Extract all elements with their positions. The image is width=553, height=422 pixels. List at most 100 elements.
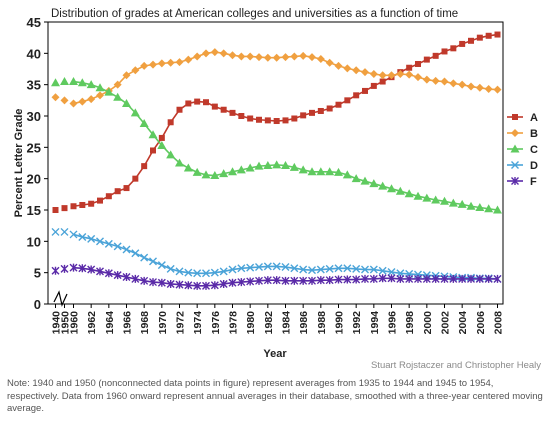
data-point-A	[485, 32, 492, 39]
data-point-A	[468, 37, 474, 44]
data-point-B	[113, 80, 122, 89]
y-tick-label: 45	[27, 15, 41, 30]
data-point-B	[440, 77, 449, 86]
data-point-A	[132, 175, 139, 182]
x-tick-label: 2006	[475, 311, 487, 335]
data-point-C	[263, 161, 273, 170]
y-tick-label: 40	[27, 46, 41, 61]
data-point-B	[396, 70, 405, 79]
series-D	[51, 227, 502, 283]
data-point-B	[369, 70, 378, 79]
data-point-C	[369, 179, 379, 188]
data-point-D	[131, 249, 140, 258]
y-tick-label: 10	[27, 234, 41, 249]
data-point-A	[229, 109, 236, 116]
x-tick-label: 1984	[281, 311, 293, 335]
data-point-A	[79, 201, 86, 208]
series-layer	[51, 31, 502, 290]
data-point-C	[183, 163, 193, 172]
data-point-A	[105, 193, 112, 200]
data-point-F	[60, 264, 69, 273]
data-point-F	[387, 274, 396, 283]
y-tick-label: 30	[27, 109, 41, 124]
data-point-F	[422, 274, 431, 283]
data-point-C	[466, 201, 476, 210]
data-point-C	[219, 169, 229, 178]
y-tick-label: 15	[27, 203, 41, 218]
data-point-B	[361, 68, 369, 77]
data-point-D	[369, 265, 378, 274]
x-tick-label: 1972	[175, 311, 187, 335]
data-point-A	[309, 109, 315, 116]
data-point-C	[457, 199, 467, 208]
data-point-F	[316, 276, 325, 285]
x-tick-label: 1950	[60, 311, 72, 335]
data-point-A	[450, 45, 457, 52]
data-point-F	[228, 278, 237, 287]
data-point-A	[353, 92, 360, 99]
data-point-C	[95, 83, 105, 92]
data-point-D	[193, 269, 202, 278]
data-point-A	[211, 103, 218, 110]
data-point-C	[175, 158, 184, 167]
data-point-C	[342, 170, 352, 179]
data-point-D	[308, 266, 316, 275]
data-point-A	[300, 112, 307, 119]
data-point-D	[237, 264, 246, 273]
data-point-F	[263, 276, 272, 285]
data-point-B	[246, 52, 255, 61]
data-point-C	[387, 184, 396, 193]
data-point-F	[255, 276, 263, 285]
data-point-D	[325, 264, 334, 273]
data-point-F	[113, 271, 122, 280]
data-point-C	[307, 167, 317, 176]
data-point-B	[166, 58, 175, 67]
data-point-A	[158, 134, 165, 141]
data-point-F	[334, 275, 343, 284]
data-point-B	[78, 97, 87, 106]
data-point-F	[149, 278, 157, 287]
data-point-D	[149, 257, 157, 266]
legend-marker-F	[511, 177, 519, 185]
data-point-B	[255, 53, 263, 62]
x-tick-label: 1970	[157, 311, 169, 335]
data-point-C	[236, 165, 246, 174]
data-point-B	[184, 55, 193, 64]
data-point-D	[60, 227, 69, 236]
data-point-F	[184, 281, 193, 290]
y-axis-label: Percent Letter Grade	[13, 109, 25, 218]
data-point-B	[237, 52, 246, 61]
legend-marker-C	[510, 144, 520, 153]
data-point-F	[290, 276, 299, 285]
data-point-B	[157, 59, 166, 68]
legend-marker-D	[511, 161, 519, 169]
data-point-A	[273, 118, 280, 125]
data-point-A	[264, 117, 271, 124]
data-point-D	[343, 264, 352, 273]
data-point-B	[69, 99, 78, 108]
x-axis-label: Year	[263, 348, 287, 360]
data-point-A	[52, 207, 59, 213]
data-point-B	[202, 49, 210, 58]
data-point-C	[360, 176, 370, 185]
data-point-A	[344, 97, 351, 104]
data-point-D	[175, 267, 184, 276]
y-tick-label: 20	[27, 172, 41, 187]
x-tick-label: 1968	[139, 311, 151, 335]
data-point-B	[140, 61, 149, 70]
data-point-D	[69, 230, 78, 239]
data-point-A	[415, 60, 421, 67]
data-point-F	[325, 276, 334, 285]
data-point-C	[422, 193, 432, 202]
data-point-D	[87, 234, 96, 243]
data-point-F	[157, 278, 166, 287]
x-tick-label: 2004	[457, 311, 469, 335]
data-point-B	[219, 49, 228, 58]
data-point-D	[157, 261, 166, 270]
y-tick-label: 5	[34, 266, 41, 281]
x-tick-label: 1986	[298, 311, 310, 335]
x-tick-label: 2008	[493, 311, 505, 335]
data-point-D	[210, 268, 219, 277]
data-point-A	[247, 115, 254, 122]
data-point-D	[219, 267, 228, 276]
